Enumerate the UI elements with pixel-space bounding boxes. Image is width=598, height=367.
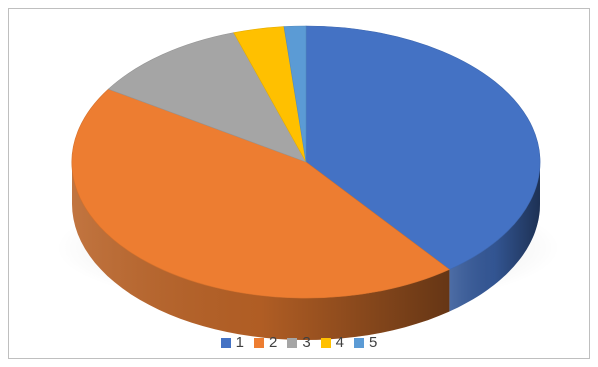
legend-swatch-4 — [320, 337, 331, 348]
legend-label-1: 1 — [235, 334, 244, 351]
legend-item-2: 2 — [253, 334, 278, 351]
legend-label-3: 3 — [302, 334, 311, 351]
legend-item-1: 1 — [220, 334, 244, 351]
legend-swatch-2 — [253, 337, 264, 348]
legend-item-4: 4 — [320, 334, 345, 351]
pie-slice-1[interactable] — [305, 25, 541, 270]
legend-item-5: 5 — [354, 334, 377, 351]
legend-item-3: 3 — [287, 334, 311, 351]
pie-slice-2[interactable] — [71, 88, 450, 299]
legend-swatch-5 — [354, 337, 365, 348]
legend-swatch-3 — [287, 337, 298, 348]
legend-swatch-1 — [220, 337, 231, 348]
chart-legend: 1 2 3 4 5 — [0, 334, 598, 351]
pie-side-walls — [72, 162, 540, 340]
legend-label-5: 5 — [369, 334, 378, 351]
pie-slices — [71, 25, 541, 299]
pie-side-shade-1 — [449, 162, 540, 312]
pie-slice-3[interactable] — [107, 32, 307, 163]
pie-slice-5[interactable] — [283, 25, 307, 163]
pie-side-shade-2 — [72, 162, 450, 340]
legend-label-2: 2 — [268, 334, 278, 351]
legend-label-4: 4 — [335, 334, 345, 351]
